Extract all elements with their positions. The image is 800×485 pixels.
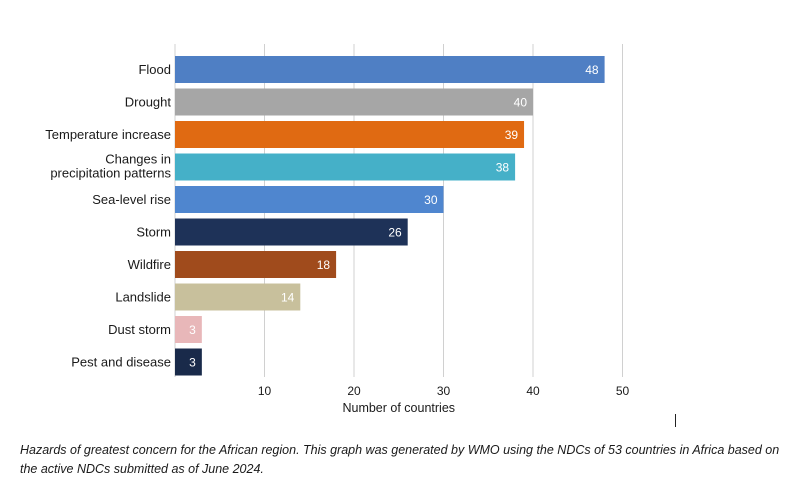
x-tick-label: 30 (437, 384, 451, 398)
bar-value-label: 38 (496, 161, 510, 175)
bar (175, 316, 202, 343)
x-axis-title: Number of countries (342, 401, 455, 415)
category-label: Dust storm (108, 322, 171, 337)
x-tick-label: 20 (347, 384, 361, 398)
x-tick-label: 10 (258, 384, 272, 398)
category-label: Temperature increase (45, 127, 171, 142)
category-label: precipitation patterns (50, 166, 171, 181)
bar-value-label: 14 (281, 291, 295, 305)
bar (175, 251, 337, 278)
bar (175, 218, 408, 246)
category-label: Flood (138, 62, 171, 77)
x-tick-label: 40 (526, 384, 540, 398)
category-label: Changes in (105, 152, 171, 167)
bar-value-label: 26 (388, 226, 402, 240)
bar-value-label: 30 (424, 193, 438, 207)
bar (175, 348, 202, 376)
bars-group: 48 40 39 38 30 26 18 14 3 3 (175, 56, 605, 376)
figure-caption: Hazards of greatest concern for the Afri… (20, 443, 780, 476)
bar-value-label: 3 (189, 323, 196, 337)
bar (175, 186, 444, 213)
category-label: Drought (125, 95, 172, 110)
bar-value-label: 48 (585, 63, 599, 77)
bar (175, 56, 605, 83)
bar (175, 88, 533, 116)
text-cursor (675, 414, 676, 427)
category-label: Storm (136, 225, 171, 240)
bar (175, 153, 516, 181)
category-label: Sea-level rise (92, 192, 171, 207)
category-label: Pest and disease (71, 355, 171, 370)
bar-chart: 48 40 39 38 30 26 18 14 3 3 Flood Drought Temperatu… (45, 44, 630, 415)
bar (175, 121, 525, 148)
category-labels: Flood Drought Temperature increase Changes … (45, 62, 171, 370)
category-label: Landslide (115, 290, 171, 305)
bar-value-label: 18 (317, 258, 331, 272)
bar-value-label: 39 (505, 128, 519, 142)
category-label: Wildfire (128, 257, 171, 272)
x-axis-ticks: 10 20 30 40 50 (258, 384, 630, 398)
bar (175, 283, 301, 311)
bar-value-label: 3 (189, 356, 196, 370)
bar-value-label: 40 (514, 96, 528, 110)
x-tick-label: 50 (616, 384, 630, 398)
